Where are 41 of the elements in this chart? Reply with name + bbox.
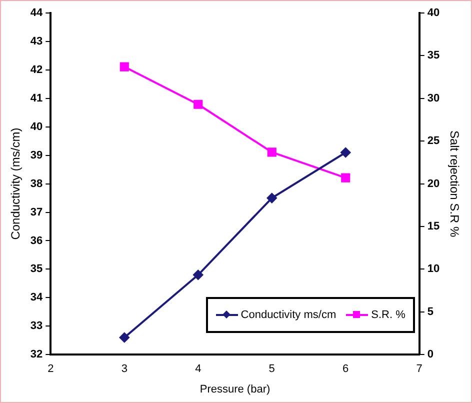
y-tick-label: 38 [30, 178, 43, 190]
y-tick-label: 37 [30, 206, 43, 218]
y2-tick-label: 10 [427, 263, 440, 276]
point [194, 100, 203, 109]
y2-tick-label: 35 [427, 50, 440, 62]
y-tick-label: 43 [30, 36, 43, 48]
point [267, 148, 276, 157]
x-tick-label: 2 [48, 363, 54, 376]
y2-tick-label: 5 [427, 306, 434, 318]
y-tick-label: 41 [30, 92, 43, 104]
point [120, 62, 129, 72]
point [193, 270, 204, 280]
legend-label: S.R. % [371, 308, 406, 321]
y2-tick-label: 0 [427, 348, 434, 361]
y-tick-label: 40 [30, 120, 43, 133]
y-tick-label: 34 [30, 292, 44, 304]
y-tick-label: 42 [30, 64, 43, 76]
y2-tick-label: 25 [427, 135, 440, 148]
x-tick-label: 6 [342, 363, 349, 376]
x-tick-label: 3 [121, 363, 128, 376]
y-tick-label: 44 [30, 7, 44, 20]
y2-tick-label: 40 [427, 7, 440, 20]
x-tick-label: 7 [416, 363, 422, 376]
y2-tick-label: 30 [427, 92, 440, 104]
y-tick-label: 32 [30, 348, 43, 361]
y-axis-title: Conductivity (ms/cm) [8, 128, 23, 240]
y-tick-label: 36 [30, 234, 43, 247]
x-axis-title: Pressure (bar) [200, 383, 270, 396]
point [119, 332, 130, 343]
y2-tick-label: 20 [427, 178, 440, 190]
y2-axis-title: Salt rejection S.R % [447, 130, 462, 238]
point [266, 193, 277, 204]
point [341, 173, 350, 182]
point [340, 147, 351, 158]
y-tick-label: 33 [30, 320, 43, 332]
x-tick-label: 4 [195, 363, 202, 376]
x-tick-label: 5 [268, 363, 275, 376]
y2-tick-label: 15 [427, 220, 440, 233]
legend-label: Conductivity ms/cm [240, 308, 336, 321]
y-tick-label: 35 [30, 263, 43, 276]
y-tick-label: 39 [30, 149, 43, 162]
